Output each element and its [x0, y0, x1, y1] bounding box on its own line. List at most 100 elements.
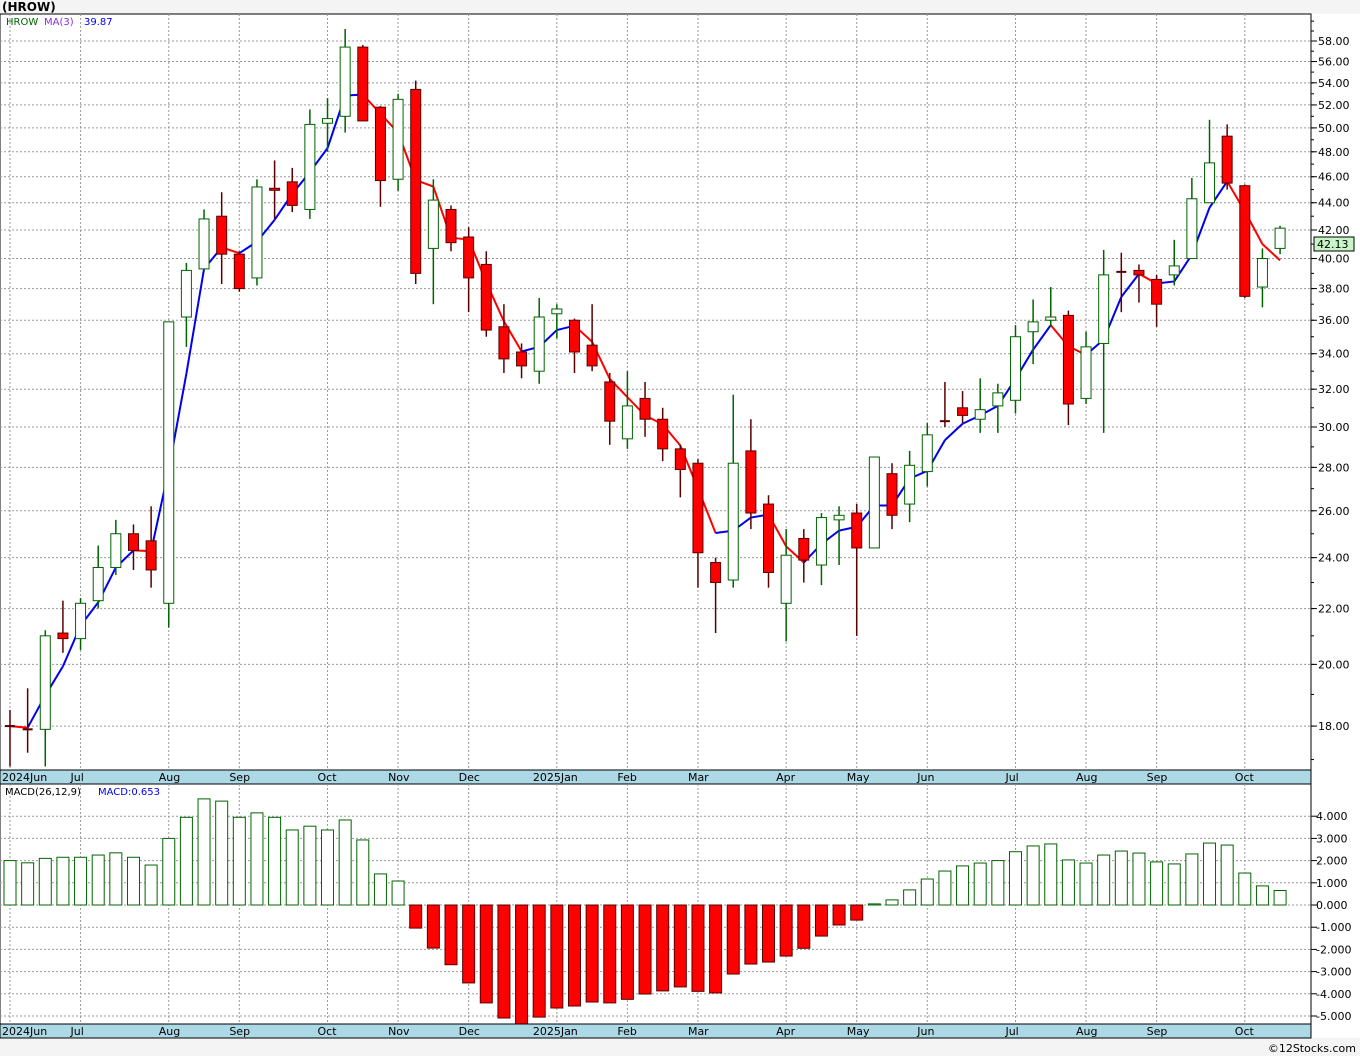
candle-up — [92, 566, 104, 602]
macd-bar-negative — [709, 904, 723, 994]
x-axis-label: Aug — [159, 1025, 180, 1038]
candle-down — [516, 351, 528, 367]
macd-bar-positive — [1150, 861, 1164, 906]
price-tick-label: 20.00 — [1318, 658, 1350, 671]
candle-up — [322, 118, 334, 124]
macd-bar-positive — [938, 870, 952, 906]
macd-bar-positive — [973, 862, 987, 906]
candle-down — [692, 462, 704, 554]
x-axis-label: May — [847, 1025, 870, 1038]
candle-up — [815, 517, 827, 566]
candle-up — [621, 405, 633, 440]
macd-bar-positive — [956, 865, 970, 906]
candle-up — [1045, 316, 1057, 321]
macd-tick-label: -2.000 — [1316, 943, 1351, 956]
candle-up — [921, 434, 933, 473]
macd-tick-label: 2.000 — [1316, 855, 1348, 868]
macd-tick-label: -4.000 — [1316, 988, 1351, 1001]
macd-bar-positive — [1132, 852, 1146, 906]
macd-bar-positive — [215, 800, 229, 906]
candle-down — [216, 215, 228, 255]
ma-line-segment — [1208, 180, 1228, 209]
macd-bar-negative — [744, 904, 758, 965]
x-axis-label: Oct — [318, 1025, 338, 1038]
x-axis-label: Feb — [617, 1025, 636, 1038]
candle-up — [1204, 162, 1216, 204]
candle-up — [992, 392, 1004, 407]
candle-up — [1098, 274, 1110, 344]
macd-bar-positive — [1273, 890, 1287, 906]
macd-bar-negative — [726, 904, 740, 975]
macd-bar-positive — [356, 839, 370, 906]
macd-bar-negative — [638, 904, 652, 995]
macd-bar-negative — [479, 904, 493, 1004]
x-axis-label: Jul — [1004, 771, 1018, 784]
price-tick-label: 22.00 — [1318, 603, 1350, 616]
candle-down — [1221, 135, 1233, 184]
price-tick-label: 46.00 — [1318, 171, 1350, 184]
macd-bar-negative — [656, 904, 670, 992]
x-axis-label: Jul — [70, 1025, 84, 1038]
x-axis-label: May — [847, 771, 870, 784]
price-tick-label: 42.00 — [1318, 224, 1350, 237]
ma-line-segment — [1173, 254, 1193, 282]
macd-bar-negative — [444, 904, 458, 966]
candle-up — [533, 316, 545, 372]
x-axis-label: Aug — [1076, 1025, 1097, 1038]
candle-up — [339, 46, 351, 117]
macd-bar-positive — [885, 899, 899, 906]
macd-bar-positive — [3, 860, 17, 906]
macd-tick-label: -1.000 — [1316, 921, 1351, 934]
price-panel — [0, 13, 1312, 771]
legend-ma-label: MA(3) — [44, 17, 74, 28]
candle-up — [868, 456, 880, 549]
price-tick-label: 38.00 — [1318, 283, 1350, 296]
candle-down — [745, 450, 757, 514]
candle-down — [639, 397, 651, 420]
x-axis-label: Jul — [1004, 1025, 1018, 1038]
macd-bar-positive — [1255, 885, 1269, 906]
macd-bar-positive — [179, 816, 193, 906]
macd-bar-positive — [126, 856, 140, 906]
ma-line-segment — [185, 268, 206, 374]
candle-down — [57, 632, 69, 640]
candle-down — [657, 418, 669, 450]
macd-bar-negative — [850, 904, 864, 921]
macd-bar-positive — [38, 857, 52, 906]
candle-down — [463, 236, 475, 279]
candle-down — [710, 562, 722, 584]
chart-title: (HROW) — [2, 0, 56, 14]
macd-bar-positive — [232, 816, 246, 906]
macd-legend-value: MACD:0.653 — [98, 787, 160, 798]
candle-up — [251, 186, 263, 279]
x-axis-label: Sep — [229, 771, 250, 784]
price-tick-label: 54.00 — [1318, 77, 1350, 90]
macd-bar-negative — [462, 904, 476, 984]
x-axis-label: Oct — [318, 771, 338, 784]
candle-down — [145, 540, 157, 571]
macd-legend-label: MACD(26,12,9) — [5, 787, 81, 798]
candle-up — [163, 321, 175, 604]
price-tick-label: 52.00 — [1318, 99, 1350, 112]
macd-bar-negative — [673, 904, 687, 988]
y-axis-area — [1311, 14, 1360, 1038]
macd-bar-positive — [903, 889, 917, 906]
candle-up — [974, 409, 986, 420]
price-tick-label: 58.00 — [1318, 35, 1350, 48]
candle-down — [286, 181, 298, 206]
macd-tick-label: 0.000 — [1316, 899, 1348, 912]
macd-bar-positive — [91, 854, 105, 906]
candle-down — [233, 253, 245, 290]
macd-bar-positive — [1238, 872, 1252, 906]
x-axis-label: Feb — [617, 771, 636, 784]
candle-down — [586, 344, 598, 367]
candle-down — [851, 512, 863, 549]
price-tick-label: 36.00 — [1318, 314, 1350, 327]
x-axis-label: 2024Jun — [2, 1025, 47, 1038]
macd-bar-positive — [1044, 843, 1058, 906]
macd-bar-positive — [920, 878, 934, 906]
candle-up — [304, 123, 316, 210]
candle-down — [1062, 314, 1074, 405]
candle-down — [798, 537, 810, 561]
macd-bar-positive — [321, 829, 335, 906]
